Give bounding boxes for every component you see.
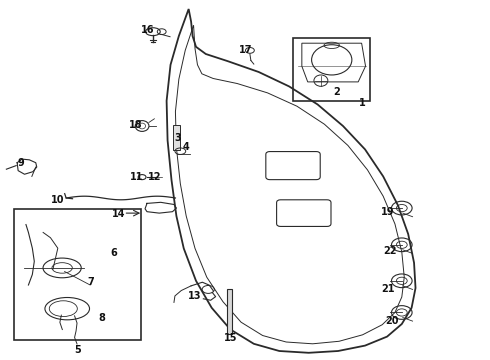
Text: 9: 9 (17, 158, 24, 168)
Text: 6: 6 (110, 248, 117, 258)
Text: 13: 13 (188, 291, 202, 301)
Text: 2: 2 (334, 87, 341, 97)
Text: 14: 14 (112, 209, 125, 219)
Bar (227, 289, 232, 334)
Text: 21: 21 (381, 284, 395, 294)
Bar (293, 38, 370, 101)
Text: 16: 16 (141, 24, 155, 35)
Text: 12: 12 (148, 172, 162, 182)
Text: 5: 5 (74, 345, 81, 355)
Text: 10: 10 (51, 195, 65, 205)
Text: 20: 20 (385, 316, 399, 326)
Text: 3: 3 (174, 132, 181, 143)
Text: 7: 7 (87, 276, 94, 287)
Text: 1: 1 (359, 98, 366, 108)
Text: 8: 8 (98, 312, 105, 323)
Bar (14, 209, 141, 340)
Text: 18: 18 (129, 120, 143, 130)
Text: 11: 11 (129, 172, 143, 182)
Text: 15: 15 (223, 333, 237, 343)
Text: 17: 17 (239, 45, 253, 55)
Text: 19: 19 (381, 207, 395, 217)
Text: 22: 22 (383, 246, 396, 256)
Text: 4: 4 (183, 142, 190, 152)
Bar (173, 125, 180, 150)
